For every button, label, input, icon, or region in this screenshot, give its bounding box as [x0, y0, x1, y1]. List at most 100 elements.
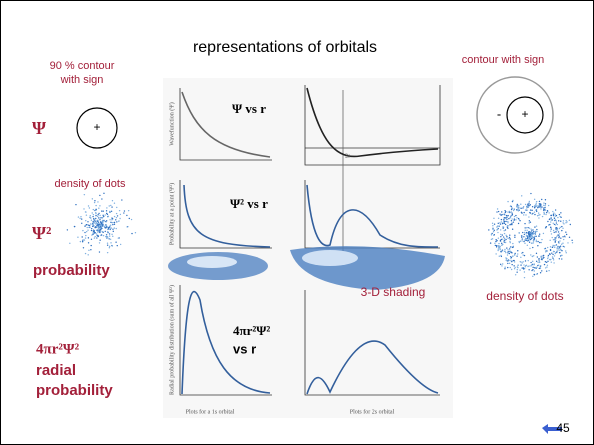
dot: [561, 226, 562, 227]
dot: [534, 238, 535, 239]
dot: [109, 219, 110, 220]
dot: [85, 220, 86, 221]
dot: [554, 239, 555, 240]
dot: [561, 255, 562, 256]
dot: [524, 232, 525, 233]
dot: [541, 239, 542, 240]
dot: [503, 240, 504, 241]
dot: [505, 229, 506, 230]
dot: [97, 221, 98, 222]
dot: [524, 234, 525, 235]
dot: [111, 234, 112, 235]
dot: [511, 224, 512, 225]
dot: [571, 240, 572, 241]
dot: [535, 204, 536, 205]
dot: [94, 202, 95, 203]
dot: [131, 233, 132, 234]
dot: [543, 207, 544, 208]
dot: [514, 235, 515, 236]
dot: [502, 263, 503, 264]
dot: [105, 236, 106, 237]
dot: [508, 260, 509, 261]
dot: [510, 256, 511, 257]
dot: [535, 236, 536, 237]
dot: [96, 233, 97, 234]
dot: [552, 247, 553, 248]
dot: [95, 215, 96, 216]
dot: [116, 217, 117, 218]
dot: [536, 267, 537, 268]
dot: [520, 208, 521, 209]
dot: [548, 270, 549, 271]
dot: [92, 216, 93, 217]
dot: [517, 250, 518, 251]
dot: [492, 229, 493, 230]
dot: [495, 245, 496, 246]
dot: [508, 218, 509, 219]
dot: [547, 258, 548, 259]
axis-label: Radial probability distribution (sum of …: [168, 285, 175, 395]
dot: [536, 209, 537, 210]
dot: [504, 214, 505, 215]
dot: [505, 235, 506, 236]
dot: [501, 250, 502, 251]
dot: [85, 235, 86, 236]
dot: [512, 256, 513, 257]
dot: [533, 240, 534, 241]
dot: [510, 242, 511, 243]
dot: [95, 226, 96, 227]
dot: [527, 204, 528, 205]
dot: [540, 206, 541, 207]
dot: [520, 257, 521, 258]
dot: [532, 276, 533, 277]
dot: [512, 247, 513, 248]
dot: [82, 241, 83, 242]
dot: [507, 215, 508, 216]
dot: [526, 240, 527, 241]
dot: [554, 245, 555, 246]
dot: [93, 209, 94, 210]
dot: [114, 203, 115, 204]
dot: [106, 210, 107, 211]
dot: [99, 195, 100, 196]
dot: [530, 209, 531, 210]
label: probability: [36, 382, 113, 399]
dot: [539, 234, 540, 235]
dot: [553, 245, 554, 246]
dot: [512, 243, 513, 244]
dot: [553, 230, 554, 231]
dot: [100, 222, 101, 223]
dot: [500, 234, 501, 235]
dot: [99, 240, 100, 241]
dot: [525, 204, 526, 205]
dot: [536, 261, 537, 262]
dot: [514, 261, 515, 262]
dot: [525, 260, 526, 261]
dot: [88, 242, 89, 243]
dot: [551, 233, 552, 234]
dot: [505, 239, 506, 240]
dot: [109, 228, 110, 229]
dot: [79, 218, 80, 219]
dot: [86, 231, 87, 232]
dot: [88, 205, 89, 206]
label: probability: [33, 262, 110, 279]
dot: [517, 253, 518, 254]
dot: [536, 225, 537, 226]
label: with sign: [60, 74, 104, 86]
dot: [532, 256, 533, 257]
dot: [556, 244, 557, 245]
dot: [507, 227, 508, 228]
dot: [567, 242, 568, 243]
dot: [515, 274, 516, 275]
dot: [558, 241, 559, 242]
dot: [519, 242, 520, 243]
dot: [502, 234, 503, 235]
dot: [103, 225, 104, 226]
dot: [530, 265, 531, 266]
dot: [555, 224, 556, 225]
dot: [508, 251, 509, 252]
dot: [511, 215, 512, 216]
dot: [98, 208, 99, 209]
dot: [506, 216, 507, 217]
